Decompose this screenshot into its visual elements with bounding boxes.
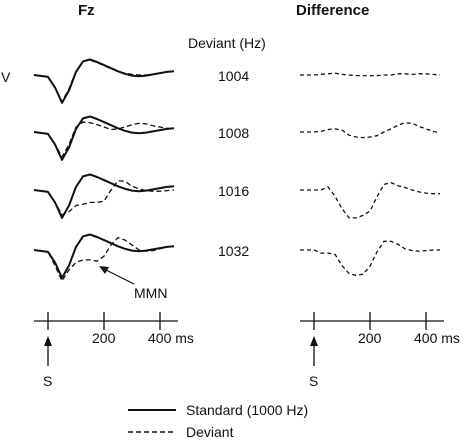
diff-stimulus-label: S bbox=[309, 373, 318, 389]
deviant-label-1004: 1004 bbox=[218, 68, 249, 84]
traces-group: 1004 1008 1016 1032 bbox=[33, 58, 441, 283]
difference-trace-1016 bbox=[300, 181, 440, 219]
deviant-header: Deviant (Hz) bbox=[188, 35, 266, 51]
mmn-arrow-line bbox=[103, 268, 135, 285]
difference-trace-1032 bbox=[300, 240, 440, 277]
deviant-trace-1008 bbox=[33, 121, 175, 159]
fz-stimulus-label: S bbox=[43, 373, 52, 389]
standard-trace-1008 bbox=[33, 115, 175, 161]
mmn-annotation: MMN bbox=[134, 285, 167, 301]
mmn-arrow-head bbox=[99, 266, 109, 274]
standard-trace-1004 bbox=[33, 58, 175, 104]
deviant-label-1016: 1016 bbox=[218, 183, 249, 199]
fz-tick-label-200: 200 bbox=[92, 330, 116, 346]
deviant-trace-1032 bbox=[33, 236, 175, 283]
deviant-trace-1016 bbox=[33, 180, 175, 216]
diff-tick-label-200: 200 bbox=[358, 330, 382, 346]
legend-deviant-label: Deviant bbox=[186, 424, 234, 440]
difference-trace-1004 bbox=[300, 72, 441, 77]
legend-standard-label: Standard (1000 Hz) bbox=[186, 402, 308, 418]
diff-tick-label-400: 400 ms bbox=[414, 330, 460, 346]
deviant-trace-1004 bbox=[33, 59, 175, 104]
axes-group: 200 400 ms S 200 400 ms S bbox=[34, 312, 460, 389]
diff-stimulus-arrow-head bbox=[310, 336, 318, 346]
difference-title: Difference bbox=[296, 2, 369, 19]
difference-trace-1008 bbox=[300, 122, 441, 139]
deviant-label-1008: 1008 bbox=[218, 125, 249, 141]
y-axis-label: V bbox=[1, 69, 11, 85]
fz-stimulus-arrow-head bbox=[44, 336, 52, 346]
deviant-label-1032: 1032 bbox=[218, 243, 249, 259]
fz-tick-label-400: 400 ms bbox=[148, 330, 194, 346]
fz-title: Fz bbox=[78, 2, 95, 19]
standard-trace-1016 bbox=[33, 173, 175, 219]
standard-trace-1032 bbox=[33, 233, 175, 279]
